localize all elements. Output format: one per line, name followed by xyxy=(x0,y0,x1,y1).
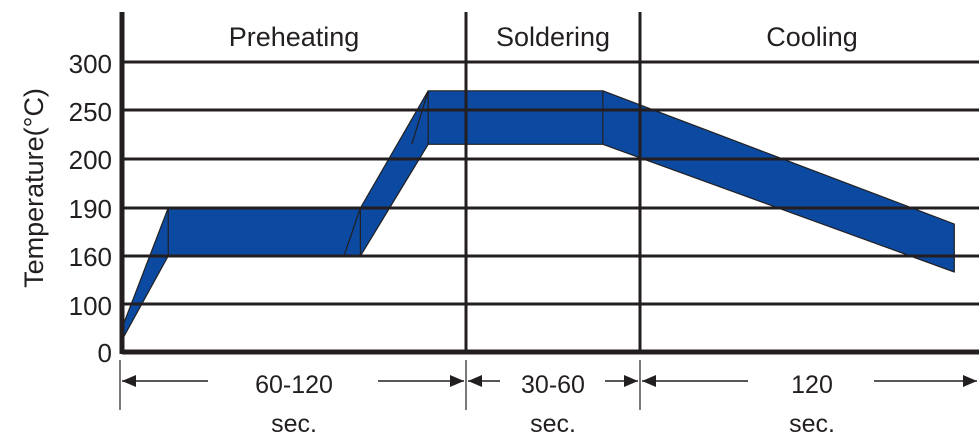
arrow-head xyxy=(642,375,656,387)
duration-unit-cooling: sec. xyxy=(789,410,835,437)
arrow-head xyxy=(468,375,482,387)
phase-label-preheating: Preheating xyxy=(229,22,360,52)
arrow-head xyxy=(122,375,136,387)
y-tick-label: 100 xyxy=(69,291,112,321)
arrow-head xyxy=(963,375,977,387)
band-facet-line xyxy=(411,90,429,145)
y-tick-label: 200 xyxy=(69,145,112,175)
y-tick-label: 250 xyxy=(69,97,112,127)
y-axis-label: Temperature(°C) xyxy=(19,88,49,288)
y-tick-label: 190 xyxy=(69,194,112,224)
y-tick-label: 160 xyxy=(69,242,112,272)
duration-unit-preheating: sec. xyxy=(271,410,317,437)
phase-label-soldering: Soldering xyxy=(496,22,610,52)
phase-label-cooling: Cooling xyxy=(766,22,858,52)
duration-value-cooling: 120 xyxy=(791,371,833,399)
arrow-head xyxy=(624,375,638,387)
duration-value-soldering: 30-60 xyxy=(521,371,585,399)
duration-unit-soldering: sec. xyxy=(530,410,576,437)
grid-layer xyxy=(119,12,979,410)
y-tick-label: 0 xyxy=(98,338,112,368)
band-facet-line xyxy=(343,207,361,257)
arrow-head xyxy=(450,375,464,387)
duration-value-preheating: 60-120 xyxy=(255,371,333,399)
y-tick-label: 300 xyxy=(69,49,112,79)
